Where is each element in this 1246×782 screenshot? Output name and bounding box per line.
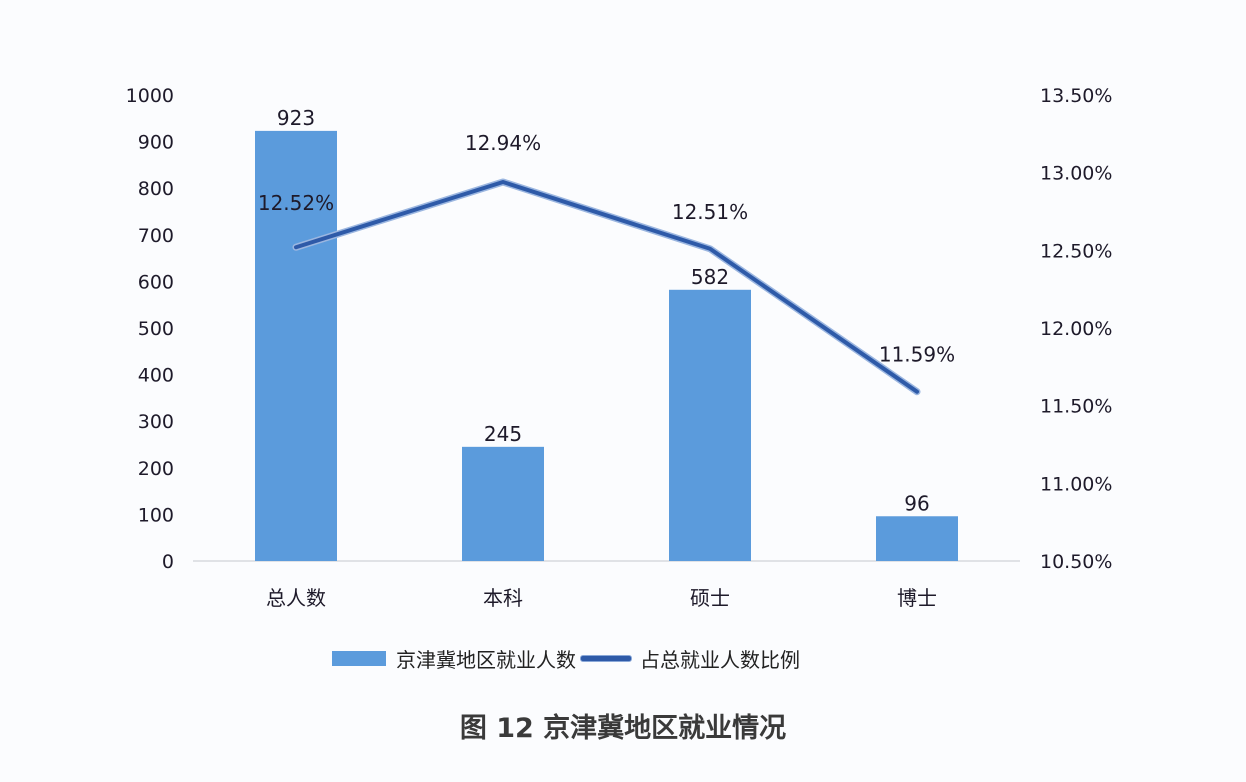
left-axis-tick: 600 [138,271,174,293]
left-axis-tick: 1000 [126,85,174,107]
bar [669,289,751,561]
right-axis-tick: 12.00% [1040,318,1112,340]
line-value-label: 12.94% [465,131,541,155]
right-axis-tick: 13.50% [1040,85,1112,107]
right-axis-tick: 11.50% [1040,396,1112,418]
left-axis-tick: 400 [138,365,174,387]
left-axis-tick: 300 [138,411,174,433]
bar [462,446,544,561]
bar-value-label: 96 [904,491,929,515]
legend-bar-swatch [332,651,386,666]
bar-value-label: 582 [691,265,729,289]
line-series [294,179,919,394]
right-axis-tick: 13.00% [1040,163,1112,185]
chart-caption: 图 12 京津冀地区就业情况 [459,713,787,744]
left-axis-tick: 200 [138,458,174,480]
bar [876,516,958,561]
category-label: 博士 [897,586,937,610]
legend: 京津冀地区就业人数 占总就业人数比例 [332,644,800,673]
legend-line-label: 占总就业人数比例 [640,648,800,672]
category-label: 本科 [483,586,523,610]
category-label: 硕士 [690,586,730,610]
left-axis-tick: 700 [138,225,174,247]
right-axis-tick: 12.50% [1040,240,1112,262]
legend-bar-label: 京津冀地区就业人数 [396,648,576,672]
right-axis-tick: 11.00% [1040,473,1112,495]
line-value-label: 12.52% [258,191,334,215]
left-axis-tick: 800 [138,178,174,200]
left-axis-tick: 100 [138,504,174,526]
left-axis-tick: 900 [138,132,174,154]
right-axis-tick: 10.50% [1040,551,1112,573]
category-label: 总人数 [266,586,326,610]
bar [255,130,337,561]
bar-value-label: 923 [277,106,315,130]
bar-value-label: 245 [484,422,522,446]
legend-line-swatch [580,655,632,662]
left-axis-tick: 0 [162,551,174,573]
line-value-label: 12.51% [672,200,748,224]
left-axis-tick: 500 [138,318,174,340]
line-value-label: 11.59% [879,343,955,367]
